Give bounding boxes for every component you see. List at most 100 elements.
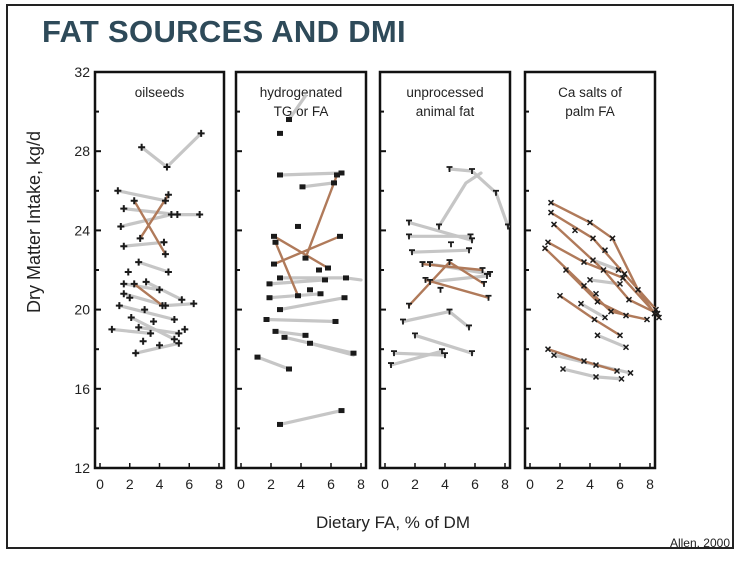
data-point <box>108 325 116 333</box>
data-point <box>158 302 166 310</box>
panel-3-title: animal fat <box>416 104 475 119</box>
gray-trend-line <box>437 171 483 228</box>
data-point <box>544 346 552 353</box>
data-point <box>197 129 205 137</box>
data-point <box>550 221 558 228</box>
data-point <box>479 267 486 273</box>
data-point <box>467 233 474 240</box>
gray-trend-line <box>116 189 167 203</box>
brown-trend-line <box>304 173 339 260</box>
data-point <box>163 163 171 171</box>
data-point <box>652 306 660 313</box>
gray-trend-line <box>264 317 338 324</box>
slide-title: FAT SOURCES AND DMI <box>42 14 406 49</box>
brown-trend-line <box>274 241 300 297</box>
data-point <box>317 291 324 297</box>
data-point <box>173 211 181 219</box>
gray-trend-line <box>447 167 510 228</box>
data-point <box>338 170 345 176</box>
brown-trend-line <box>138 193 170 240</box>
data-point <box>580 259 588 266</box>
data-point <box>277 421 283 427</box>
x-tick-label: 4 <box>586 476 594 492</box>
gray-trend-line <box>122 207 202 217</box>
data-point <box>338 408 345 414</box>
brown-trend-line <box>132 199 167 256</box>
data-point <box>655 314 663 321</box>
data-point <box>132 349 140 357</box>
data-point <box>266 295 273 301</box>
data-point <box>427 261 433 268</box>
data-point <box>164 268 172 276</box>
gray-trend-line <box>591 258 621 272</box>
y-tick-label: 28 <box>74 143 90 159</box>
data-point <box>481 280 487 287</box>
data-point <box>437 286 444 293</box>
data-point <box>271 233 277 239</box>
data-point <box>295 293 301 299</box>
data-point <box>592 362 600 369</box>
data-point <box>156 286 163 294</box>
data-point <box>161 197 169 205</box>
data-point <box>120 290 128 298</box>
data-point <box>190 300 198 308</box>
x-tick-label: 2 <box>267 476 275 492</box>
gray-trend-line <box>392 351 447 357</box>
data-point <box>589 235 597 242</box>
data-point <box>164 191 172 199</box>
data-point <box>178 296 186 304</box>
data-point <box>592 290 600 297</box>
gray-trend-line <box>413 333 474 355</box>
data-point <box>577 300 585 307</box>
data-point <box>591 316 598 323</box>
data-point <box>325 265 331 271</box>
data-point <box>406 219 412 226</box>
panel-2-title: TG or FA <box>274 104 329 119</box>
data-point <box>136 234 144 242</box>
data-point <box>170 316 178 323</box>
slide-frame <box>6 4 734 549</box>
data-point <box>592 373 600 380</box>
data-point <box>127 314 135 322</box>
x-tick-label: 4 <box>297 476 305 492</box>
data-point <box>615 266 622 274</box>
data-point <box>277 307 283 313</box>
gray-trend-line <box>134 341 181 355</box>
gray-trend-line <box>428 274 489 284</box>
data-point <box>609 235 616 242</box>
data-point <box>272 328 279 334</box>
data-point <box>120 205 128 213</box>
data-point <box>141 306 149 314</box>
data-point <box>331 180 337 186</box>
data-point <box>263 317 270 322</box>
x-tick-label: 0 <box>526 476 534 492</box>
data-point <box>625 296 633 303</box>
data-point <box>147 329 155 337</box>
gray-trend-line <box>410 248 471 254</box>
data-point <box>485 294 492 301</box>
gray-trend-line <box>278 296 347 312</box>
data-point <box>627 369 634 376</box>
data-point <box>302 332 309 338</box>
brown-trend-line <box>543 246 649 321</box>
data-point <box>469 168 475 174</box>
data-point <box>594 298 601 305</box>
x-tick-label: 2 <box>126 476 134 492</box>
gray-trend-line <box>267 278 327 286</box>
source-credit: Allen, 2000 <box>669 536 730 550</box>
data-point <box>277 172 283 178</box>
x-axis-label: Dietary FA, % of DM <box>316 513 470 532</box>
y-axis-label: Dry Matter Intake, kg/d <box>24 131 44 313</box>
x-tick-label: 0 <box>381 476 389 492</box>
data-point <box>334 172 340 178</box>
data-point <box>586 219 594 226</box>
y-tick-label: 24 <box>74 222 90 238</box>
data-point <box>643 316 651 323</box>
data-point <box>337 233 343 239</box>
x-tick-label: 0 <box>96 476 104 492</box>
data-point <box>254 354 261 360</box>
data-point <box>505 223 511 230</box>
data-point <box>139 337 147 345</box>
data-point <box>120 280 128 288</box>
data-point <box>316 267 322 273</box>
